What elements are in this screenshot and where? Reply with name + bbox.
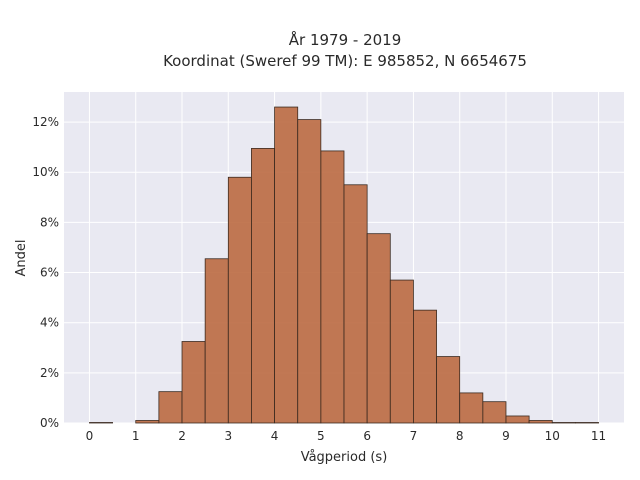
- bar-12: [366, 233, 391, 424]
- bar-8: [274, 106, 299, 424]
- bar-13: [389, 279, 414, 424]
- x-gridlines: [88, 92, 600, 423]
- x-tick-label-0: 0: [86, 429, 94, 443]
- x-tick-label-9: 9: [502, 429, 510, 443]
- y-tick-label-3: 6%: [40, 266, 59, 280]
- bar-2: [135, 420, 160, 424]
- x-tick-label-4: 4: [271, 429, 279, 443]
- x-tick-label-5: 5: [317, 429, 325, 443]
- x-tick-label-6: 6: [363, 429, 371, 443]
- x-axis-label: Vågperiod (s): [301, 450, 388, 465]
- y-tick-label-0: 0%: [40, 416, 59, 430]
- x-tick-label-8: 8: [456, 429, 464, 443]
- bar-4: [181, 341, 206, 424]
- y-tick-labels: 0% 2% 4% 6% 8% 10% 12%: [32, 115, 59, 430]
- x-tick-label-7: 7: [410, 429, 418, 443]
- y-tick-label-6: 12%: [32, 115, 59, 129]
- x-tick-label-3: 3: [224, 429, 232, 443]
- x-tick-label-1: 1: [132, 429, 140, 443]
- y-tick-label-1: 2%: [40, 366, 59, 380]
- chart-title-line1: År 1979 - 2019: [289, 30, 402, 49]
- bar-18: [505, 415, 530, 424]
- bar-10: [320, 150, 345, 424]
- y-tick-label-5: 10%: [32, 165, 59, 179]
- bar-17: [482, 401, 507, 424]
- bar-9: [297, 119, 322, 424]
- y-axis-label: Andel: [14, 240, 29, 277]
- x-tick-label-11: 11: [591, 429, 606, 443]
- bar-21: [575, 422, 599, 424]
- bar-16: [459, 392, 484, 424]
- histogram-bars: [89, 106, 599, 424]
- bar-14: [413, 309, 437, 424]
- y-tick-label-4: 8%: [40, 215, 59, 229]
- bar-0: [89, 422, 113, 424]
- chart-title-line2: Koordinat (Sweref 99 TM): E 985852, N 66…: [163, 52, 527, 70]
- bar-3: [158, 391, 183, 424]
- y-tick-label-2: 4%: [40, 316, 59, 330]
- bar-7: [251, 148, 275, 424]
- x-tick-label-2: 2: [178, 429, 186, 443]
- bar-5: [204, 258, 229, 424]
- x-tick-label-10: 10: [545, 429, 560, 443]
- bar-11: [343, 184, 368, 424]
- bar-6: [227, 176, 252, 424]
- bar-19: [528, 420, 553, 424]
- bar-15: [436, 356, 461, 424]
- x-tick-labels: 0 1 2 3 4 5 6 7 8 9 10 11: [86, 429, 607, 443]
- bar-20: [551, 422, 576, 424]
